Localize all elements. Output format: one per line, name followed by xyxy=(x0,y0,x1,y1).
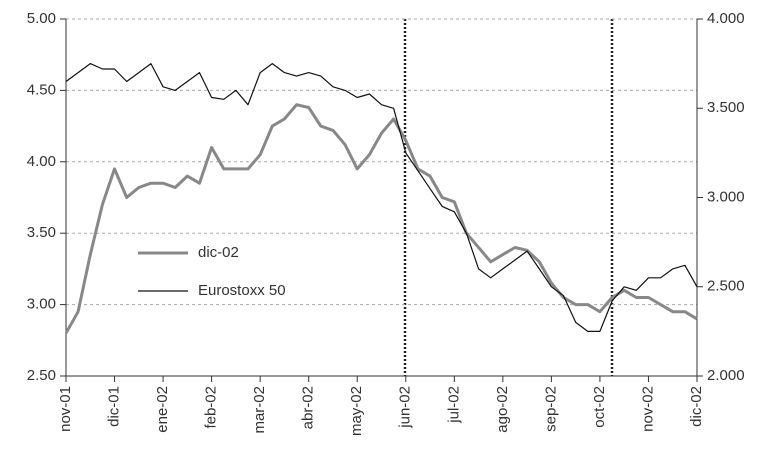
y-tick-label: 3.50 xyxy=(27,224,56,241)
y2-tick-label: 3.500 xyxy=(707,99,745,116)
y2-tick-label: 2.000 xyxy=(707,367,745,384)
y-tick-label: 5.00 xyxy=(27,10,56,27)
legend-label: dic-02 xyxy=(198,244,239,261)
x-tick-label: feb-02 xyxy=(203,386,220,429)
x-tick-label: abr-02 xyxy=(300,386,317,429)
y-tick-label: 4.00 xyxy=(27,153,56,170)
x-tick-label: nov-01 xyxy=(57,386,74,432)
x-tick-label: dic-02 xyxy=(688,386,705,427)
x-tick-label: dic-01 xyxy=(106,386,123,427)
y2-tick-label: 2.500 xyxy=(707,278,745,295)
x-tick-label: sep-02 xyxy=(542,386,559,432)
y2-tick-label: 4.000 xyxy=(707,10,745,27)
x-tick-label: may-02 xyxy=(348,386,365,436)
x-tick-label: ene-02 xyxy=(154,386,171,433)
legend-label: Eurostoxx 50 xyxy=(198,282,286,299)
y-tick-label: 2.50 xyxy=(27,367,56,384)
x-tick-label: oct-02 xyxy=(591,386,608,428)
y2-tick-label: 3.000 xyxy=(707,188,745,205)
x-tick-label: ago-02 xyxy=(494,386,511,433)
y-tick-label: 4.50 xyxy=(27,81,56,98)
series-line xyxy=(65,62,698,332)
x-tick-label: jul-02 xyxy=(445,386,462,424)
series-line xyxy=(64,103,698,334)
y-tick-label: 3.00 xyxy=(27,296,56,313)
x-tick-label: nov-02 xyxy=(639,386,656,432)
x-tick-label: jun-02 xyxy=(397,386,414,429)
x-tick-label: mar-02 xyxy=(251,386,268,434)
